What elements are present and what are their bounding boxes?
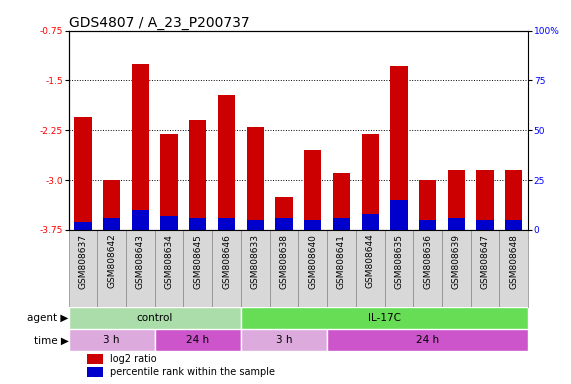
Bar: [87, 367, 103, 377]
Bar: [126, 230, 155, 307]
Bar: [419, 180, 436, 230]
Text: GSM808643: GSM808643: [136, 233, 145, 288]
Text: GSM808638: GSM808638: [279, 233, 288, 289]
Bar: [391, 200, 408, 230]
Bar: [505, 220, 522, 230]
Bar: [304, 220, 321, 230]
Text: control: control: [136, 313, 173, 323]
Bar: [448, 218, 465, 230]
Bar: [69, 307, 241, 329]
Bar: [327, 329, 528, 351]
Bar: [384, 230, 413, 307]
Bar: [275, 218, 292, 230]
Text: percentile rank within the sample: percentile rank within the sample: [110, 367, 275, 377]
Bar: [155, 230, 183, 307]
Bar: [69, 230, 97, 307]
Bar: [160, 134, 178, 230]
Bar: [333, 218, 350, 230]
Bar: [103, 218, 120, 230]
Text: GSM808637: GSM808637: [78, 233, 87, 289]
Bar: [132, 64, 149, 230]
Bar: [218, 95, 235, 230]
Bar: [247, 220, 264, 230]
Bar: [241, 307, 528, 329]
Bar: [241, 329, 327, 351]
Text: agent ▶: agent ▶: [27, 313, 69, 323]
Bar: [69, 329, 155, 351]
Bar: [419, 220, 436, 230]
Bar: [304, 150, 321, 230]
Bar: [189, 120, 207, 230]
Text: 24 h: 24 h: [186, 335, 210, 345]
Bar: [333, 173, 350, 230]
Bar: [361, 134, 379, 230]
Bar: [356, 230, 384, 307]
Bar: [413, 230, 442, 307]
Text: GSM808642: GSM808642: [107, 233, 116, 288]
Bar: [218, 218, 235, 230]
Text: GSM808633: GSM808633: [251, 233, 260, 289]
Bar: [476, 170, 494, 230]
Text: GSM808635: GSM808635: [395, 233, 403, 289]
Text: log2 ratio: log2 ratio: [110, 354, 156, 364]
Bar: [476, 220, 494, 230]
Bar: [74, 117, 91, 230]
Text: GSM808639: GSM808639: [452, 233, 461, 289]
Text: GDS4807 / A_23_P200737: GDS4807 / A_23_P200737: [69, 16, 249, 30]
Text: GSM808636: GSM808636: [423, 233, 432, 289]
Bar: [448, 170, 465, 230]
Bar: [247, 127, 264, 230]
Bar: [87, 354, 103, 364]
Bar: [270, 230, 299, 307]
Text: GSM808646: GSM808646: [222, 233, 231, 288]
Bar: [97, 230, 126, 307]
Text: time ▶: time ▶: [34, 335, 69, 345]
Bar: [391, 66, 408, 230]
Text: GSM808634: GSM808634: [164, 233, 174, 288]
Bar: [500, 230, 528, 307]
Bar: [361, 214, 379, 230]
Text: GSM808644: GSM808644: [365, 233, 375, 288]
Bar: [183, 230, 212, 307]
Text: GSM808641: GSM808641: [337, 233, 346, 288]
Bar: [505, 170, 522, 230]
Text: 24 h: 24 h: [416, 335, 439, 345]
Bar: [327, 230, 356, 307]
Bar: [189, 218, 207, 230]
Bar: [212, 230, 241, 307]
Bar: [103, 180, 120, 230]
Bar: [442, 230, 471, 307]
Bar: [471, 230, 500, 307]
Bar: [241, 230, 270, 307]
Bar: [132, 210, 149, 230]
Bar: [74, 222, 91, 230]
Bar: [160, 216, 178, 230]
Text: GSM808645: GSM808645: [194, 233, 202, 288]
Text: 3 h: 3 h: [276, 335, 292, 345]
Bar: [275, 197, 292, 230]
Text: GSM808648: GSM808648: [509, 233, 518, 288]
Text: 3 h: 3 h: [103, 335, 120, 345]
Bar: [155, 329, 241, 351]
Text: GSM808647: GSM808647: [481, 233, 489, 288]
Bar: [299, 230, 327, 307]
Text: GSM808640: GSM808640: [308, 233, 317, 288]
Text: IL-17C: IL-17C: [368, 313, 401, 323]
